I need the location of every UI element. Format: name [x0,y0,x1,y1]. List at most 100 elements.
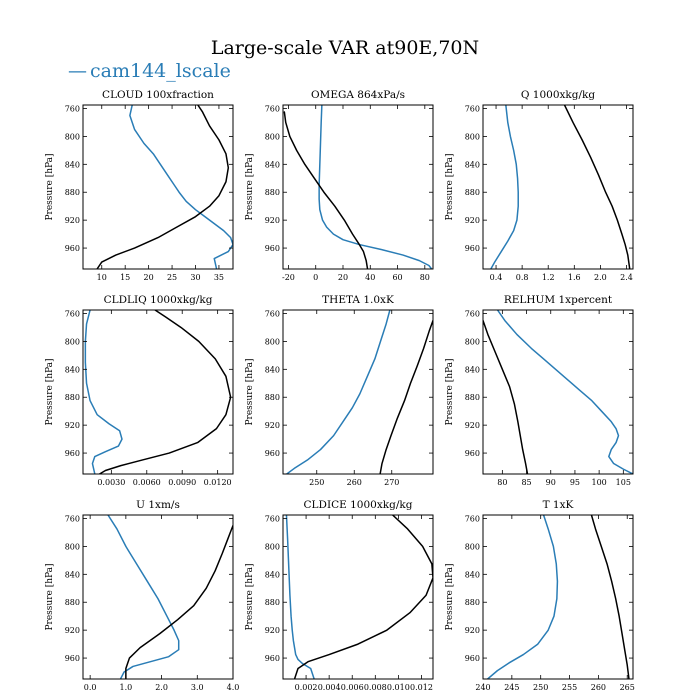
y-tick-label: 760 [465,514,480,523]
panel-relhum: RELHUM 1xpercent Pressure [hPa] 80 85 90 95 10… [445,294,634,487]
plot-frame [82,309,234,475]
plot-frame [282,309,434,475]
y-tick-label: 760 [65,514,80,523]
y-tick-label: 920 [265,216,280,225]
series-line-black [483,319,529,474]
series-line-cam144-lscale [285,515,315,679]
y-tick-label: 800 [65,337,80,346]
y-tick-label: 840 [265,160,280,169]
y-tick-label: 960 [265,654,280,663]
x-tick-label: 15 [120,273,130,282]
y-tick-label: 800 [65,542,80,551]
series-line-black [125,524,233,679]
y-tick-label: 880 [265,188,280,197]
x-tick-label: 3.0 [191,683,204,692]
x-tick-label: 105 [616,478,631,487]
x-tick-label: 250 [309,478,324,487]
series-group [490,105,631,269]
x-tick-label: 245 [504,683,519,692]
series-line-black [379,319,433,474]
y-axis-label: Pressure [hPa] [45,153,55,220]
series-line-cam144-lscale [318,105,433,269]
series-group [483,310,633,474]
x-tick-label: 0.0030 [97,478,125,487]
panel-title: CLDICE 1000xkg/kg [304,499,413,511]
y-tick-label: 840 [465,570,480,579]
panel-theta: THETA 1.0xK Pressure [hPa] 250 260 270 760 800… [245,294,434,487]
y-tick-label: 880 [65,598,80,607]
y-tick-label: 800 [65,132,80,141]
series-group [283,105,433,269]
series-line-cam144-lscale [486,515,559,679]
y-tick-label: 840 [65,160,80,169]
y-axis-label: Pressure [hPa] [245,153,255,220]
y-tick-label: 960 [65,449,80,458]
x-tick-label: 20 [144,273,154,282]
x-tick-label: 250 [533,683,548,692]
y-tick-label: 920 [465,216,480,225]
series-group [486,515,630,679]
y-tick-label: 800 [265,132,280,141]
series-line-black [590,515,630,679]
x-tick-label: 95 [570,478,580,487]
x-tick-label: 0 [313,273,318,282]
y-axis-label: Pressure [hPa] [245,358,255,425]
y-tick-label: 960 [265,244,280,253]
series-line-cam144-lscale [107,515,180,679]
x-tick-label: 0.0120 [204,478,232,487]
x-tick-label: 10 [97,273,107,282]
x-tick-label: 1.2 [542,273,555,282]
panel-u: U 1xm/s Pressure [hPa] 0.0 1.0 2.0 3.0 4.0 760 8… [45,499,239,692]
y-tick-label: 760 [65,309,80,318]
y-tick-label: 800 [465,337,480,346]
x-tick-label: 2.4 [620,273,633,282]
y-tick-label: 920 [265,421,280,430]
x-tick-label: 240 [475,683,490,692]
y-tick-label: 920 [265,626,280,635]
y-tick-label: 960 [265,449,280,458]
x-tick-label: 4.0 [227,683,240,692]
y-axis-label: Pressure [hPa] [445,153,455,220]
panel-cldliq: CLDLIQ 1000xkg/kg Pressure [hPa] 0.0030 0.0… [45,294,234,487]
plot-frame [482,309,634,475]
x-tick-label: 80 [497,478,507,487]
series-group [107,515,233,679]
x-tick-label: 1.0 [119,683,132,692]
series-group [84,310,232,474]
series-line-black [563,105,631,269]
legend-symbol: — [68,60,87,82]
x-tick-label: 0.008 [364,683,387,692]
series-line-cam144-lscale [129,105,233,269]
x-tick-label: 100 [591,478,606,487]
x-tick-label: 1.6 [568,273,581,282]
x-tick-label: 265 [620,683,635,692]
y-tick-label: 840 [265,570,280,579]
x-tick-label: 0.002 [295,683,318,692]
y-axis-label: Pressure [hPa] [45,563,55,630]
x-tick-label: 40 [365,273,375,282]
series-line-cam144-lscale [84,310,123,474]
panel-title: THETA 1.0xK [322,294,394,306]
y-tick-label: 760 [265,104,280,113]
series-line-black [293,515,433,679]
panel-omega: OMEGA 864xPa/s Pressure [hPa] -20 0 20 40 60 80… [245,89,434,282]
series-group [286,310,433,474]
y-tick-label: 800 [265,337,280,346]
x-tick-label: 85 [521,478,531,487]
x-tick-label: 20 [338,273,348,282]
y-tick-label: 920 [465,626,480,635]
series-group [285,515,433,679]
series-line-black [96,105,230,269]
panel-cloud: CLOUD 100xfraction Pressure [hPa] 10 15 20 25… [45,89,234,282]
x-tick-label: -20 [282,273,295,282]
y-tick-label: 760 [265,514,280,523]
panel-title: Q 1000xkg/kg [521,89,596,101]
y-tick-label: 880 [265,598,280,607]
y-tick-label: 880 [465,393,480,402]
x-tick-label: 260 [591,683,606,692]
plot-frame [282,104,434,270]
x-tick-label: 2.0 [594,273,607,282]
y-tick-label: 840 [65,365,80,374]
y-axis-label: Pressure [hPa] [445,563,455,630]
